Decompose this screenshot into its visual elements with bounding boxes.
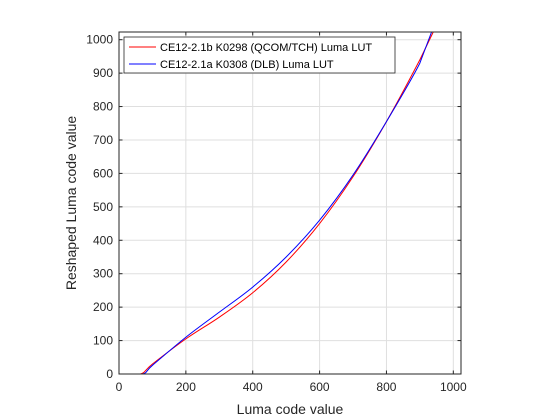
y-tick-label: 600 [93,166,113,180]
series-line-1 [119,31,461,375]
series-layer [119,31,461,375]
x-tick-label: 600 [310,380,330,394]
x-tick-label: 200 [176,380,196,394]
x-tick-label: 1000 [440,380,467,394]
plot-frame [118,31,462,375]
y-tick-label: 1000 [86,33,113,47]
x-tick-label: 400 [243,380,263,394]
ticks: 0 200 400 600 800 1000 0 100 200 300 400 500 600 700 8… [86,32,467,394]
y-axis-label: Reshaped Luma code value [63,116,79,291]
x-tick-label: 0 [116,380,123,394]
legend-box [123,36,396,74]
y-tick-label: 300 [93,267,113,281]
y-tick-label: 400 [93,233,113,247]
y-tick-label: 200 [93,300,113,314]
y-tick-label: 800 [93,100,113,114]
y-tick-label: 700 [93,133,113,147]
plot-area [119,32,461,374]
legend: CE12-2.1b K0298 (QCOM/TCH) Luma LUT CE12… [123,36,396,74]
x-axis-label: Luma code value [237,401,344,417]
y-tick-label: 100 [93,334,113,348]
y-tick-label: 500 [93,200,113,214]
y-tick-label: 0 [106,367,113,381]
legend-entry-red: CE12-2.1b K0298 (QCOM/TCH) Luma LUT [160,42,372,54]
x-tick-label: 800 [376,380,396,394]
legend-entry-blue: CE12-2.1a K0308 (DLB) Luma LUT [160,59,334,71]
y-tick-label: 900 [93,66,113,80]
